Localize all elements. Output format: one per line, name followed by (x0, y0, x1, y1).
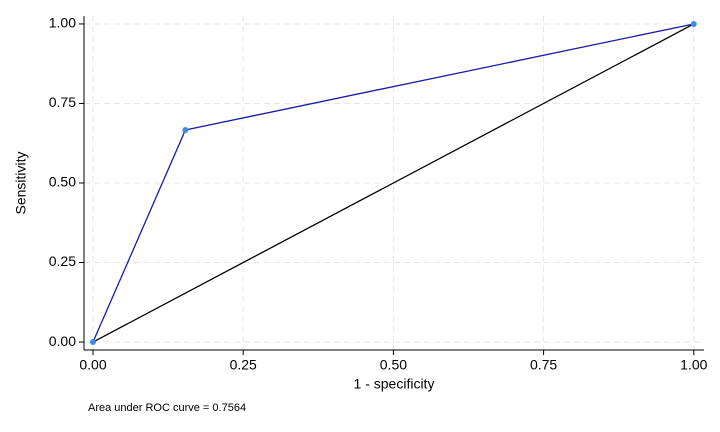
y-tick-label: 0.25 (49, 253, 76, 269)
marker (90, 339, 97, 346)
y-axis-label: Sensitivity (13, 151, 29, 214)
x-tick-label: 0.00 (79, 357, 106, 373)
y-tick-label: 0.50 (49, 174, 76, 190)
y-tick-label: 0.75 (49, 94, 76, 110)
x-tick-label: 0.75 (530, 357, 557, 373)
x-tick-label: 0.25 (230, 357, 257, 373)
line (92, 23, 695, 343)
x-axis-label: 1 - specificity (354, 376, 435, 392)
note: Area under ROC curve = 0.7564 (88, 402, 246, 414)
x-tick-label: 0.50 (380, 357, 407, 373)
x-tick-label: 1.00 (680, 357, 707, 373)
y-tick-label: 1.00 (49, 15, 76, 31)
marker (182, 126, 189, 133)
marker (690, 20, 697, 27)
y-tick-label: 0.00 (49, 333, 76, 349)
